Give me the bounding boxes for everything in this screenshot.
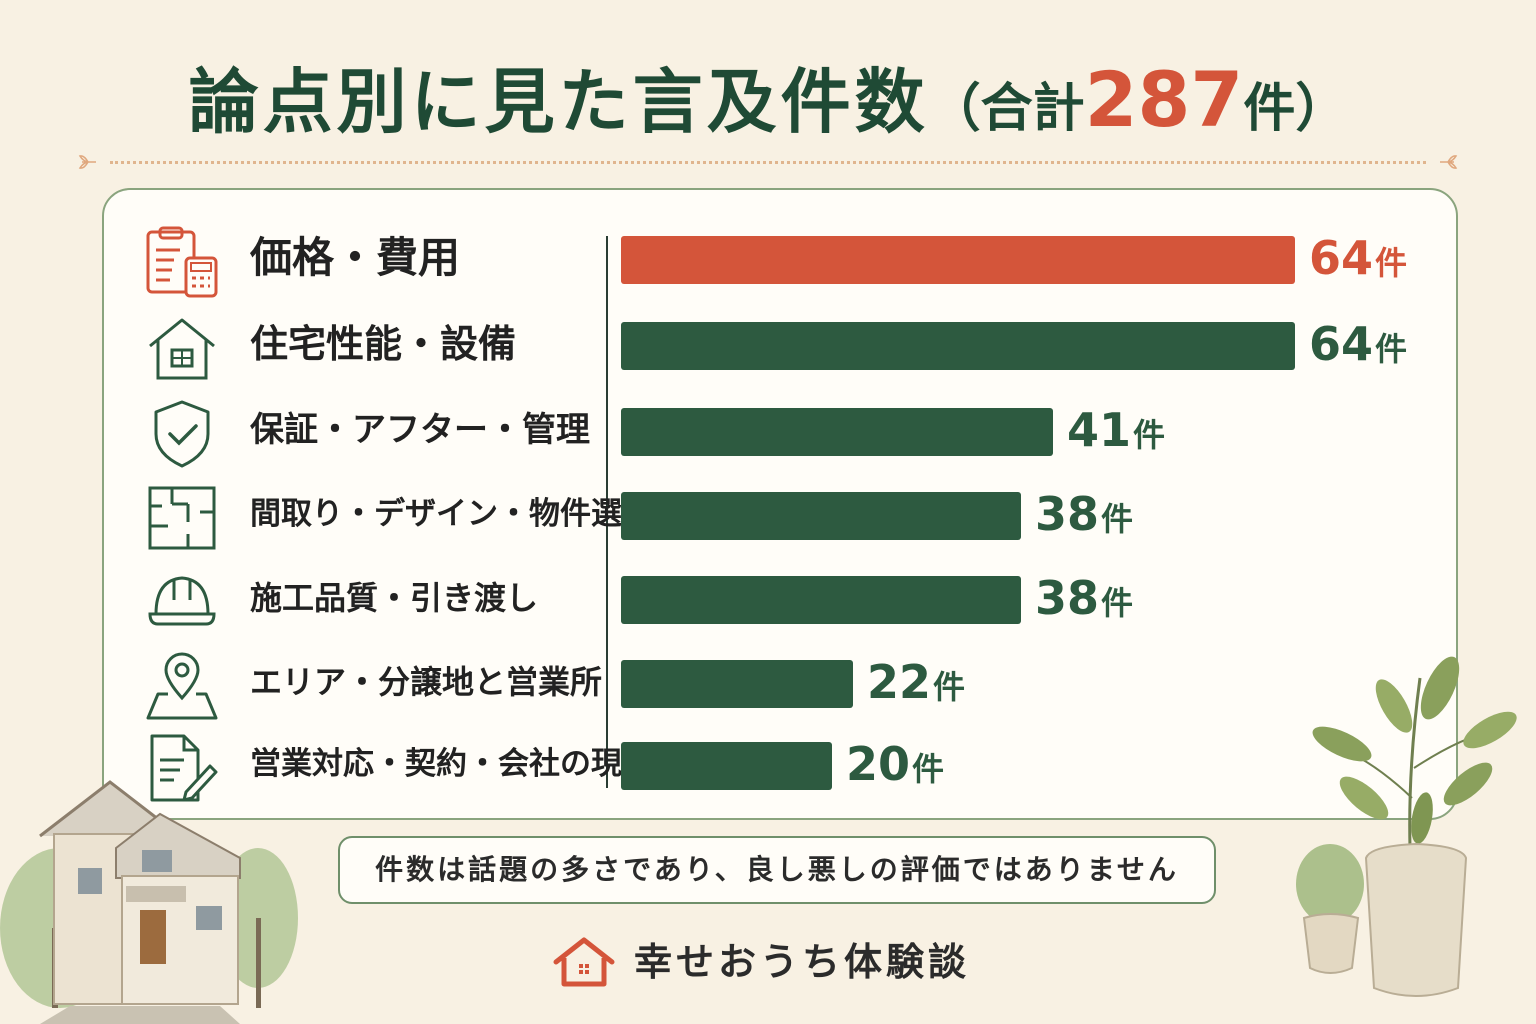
category-label: 営業対応・契約・会社の現況 [250,746,653,782]
value-number: 64 [1309,231,1374,285]
value-number: 38 [1035,487,1100,541]
axis-line [606,236,608,788]
value-unit: 件 [933,668,966,706]
title-unit: 件） [1243,79,1348,139]
bar [621,742,832,790]
bar-row: 営業対応・契約・会社の現況 20件 [0,732,1536,802]
value-unit: 件 [1375,330,1408,368]
value-number: 22 [867,655,932,709]
brand-name: 幸せおうち体験談 [634,940,971,984]
category-label: 間取り・デザイン・物件選び [250,496,653,532]
value-label: 41件 [1067,402,1165,469]
bar-row: 価格・費用 64件 [0,226,1536,298]
bar-row: 住宅性能・設備 64件 [0,312,1536,380]
bar [621,576,1021,624]
title-total: 287 [1084,55,1244,144]
value-label: 22件 [867,654,965,721]
value-unit: 件 [1133,416,1166,454]
bar-row: 施工品質・引き渡し 38件 [0,566,1536,630]
value-label: 38件 [1035,486,1133,553]
house-illustration [0,780,298,1024]
bar [621,236,1295,284]
bar-row: エリア・分譲地と営業所 22件 [0,650,1536,720]
value-label: 20件 [846,736,944,803]
bar-row: 間取り・デザイン・物件選び 38件 [0,482,1536,550]
dotted-line [110,161,1426,164]
category-label: 価格・費用 [250,233,461,282]
category-label: エリア・分譲地と営業所 [250,663,603,701]
document-pen-icon [144,732,220,804]
house-icon [144,312,220,384]
left-sprig-icon [78,155,96,169]
value-label: 64件 [1309,316,1407,383]
plant-illustration [1296,656,1517,997]
title-divider [70,152,1466,172]
value-label: 38件 [1035,570,1133,637]
map-pin-icon [144,650,220,722]
floor-plan-icon [144,482,220,554]
bar [621,322,1295,370]
value-unit: 件 [1375,244,1408,282]
category-label: 保証・アフター・管理 [250,410,590,450]
disclaimer-note: 件数は話題の多さであり、良し悪しの評価ではありません [338,836,1216,904]
bar-row: 保証・アフター・管理 41件 [0,398,1536,468]
bar [621,492,1021,540]
category-label: 住宅性能・設備 [250,322,517,366]
category-label: 施工品質・引き渡し [250,579,539,617]
title-main: 論点別に見た言及件数 [188,61,929,143]
shield-check-icon [144,398,220,470]
value-label: 64件 [1309,230,1407,297]
value-unit: 件 [912,750,945,788]
value-number: 64 [1309,317,1374,371]
hard-hat-icon [144,566,220,638]
value-unit: 件 [1101,500,1134,538]
title-open: （合計 [928,79,1085,139]
right-sprig-icon [1440,155,1458,169]
value-number: 20 [846,737,911,791]
value-number: 38 [1035,571,1100,625]
house-logo-icon [553,937,615,987]
bar [621,660,853,708]
bar [621,408,1053,456]
value-number: 41 [1067,403,1132,457]
value-unit: 件 [1101,584,1134,622]
clipboard-calculator-icon [144,226,220,298]
chart-title: 論点別に見た言及件数（合計287件） [0,46,1536,147]
